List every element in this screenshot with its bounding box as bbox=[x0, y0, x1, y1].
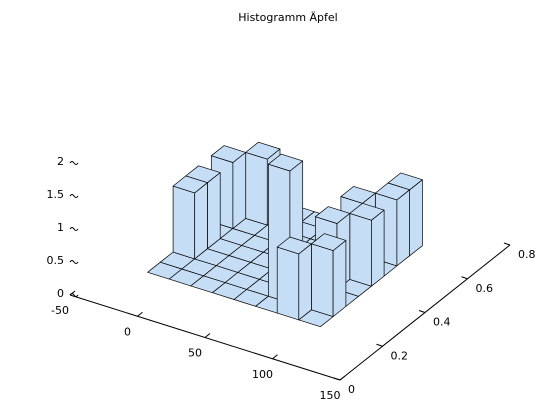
z-tick-label: 1 bbox=[57, 221, 64, 234]
x-tick bbox=[272, 354, 278, 360]
z-tick bbox=[69, 161, 79, 165]
bar-side bbox=[232, 152, 247, 229]
bar-front bbox=[276, 246, 300, 321]
y-tick bbox=[333, 377, 341, 381]
x-tick-label: 0 bbox=[124, 325, 131, 338]
y-tick bbox=[503, 242, 511, 246]
bar-side bbox=[207, 172, 221, 250]
bar-side bbox=[409, 179, 423, 257]
z-tick-label: 0.5 bbox=[47, 254, 65, 267]
x-tick-label: -50 bbox=[51, 304, 69, 317]
y-tick-label: 0 bbox=[348, 383, 355, 396]
bar-top bbox=[340, 186, 376, 204]
y-tick bbox=[418, 310, 426, 313]
bar-side bbox=[194, 182, 208, 260]
z-tick-label: 1.5 bbox=[47, 188, 65, 201]
bar-top bbox=[245, 141, 281, 160]
x-tick-label: 50 bbox=[188, 347, 202, 360]
x-tick bbox=[339, 375, 346, 381]
x-tick bbox=[204, 333, 211, 338]
y-tick-label: 0.4 bbox=[433, 316, 451, 329]
x-tick-label: 100 bbox=[252, 368, 273, 381]
bar-top bbox=[210, 145, 247, 163]
z-tick bbox=[69, 260, 79, 264]
z-tick bbox=[69, 227, 79, 231]
y-tick bbox=[461, 276, 468, 280]
bar-top bbox=[172, 175, 208, 194]
chart-title: Histogramm Äpfel bbox=[238, 11, 337, 24]
z-tick-label: 2 bbox=[57, 155, 64, 168]
bar-top bbox=[311, 233, 347, 251]
bar-top bbox=[349, 202, 385, 221]
bar-side bbox=[371, 209, 385, 287]
z-tick-label: 0 bbox=[57, 287, 64, 300]
bar-side bbox=[332, 240, 347, 317]
y-tick-label: 0.8 bbox=[518, 248, 536, 261]
y-tick bbox=[376, 343, 383, 347]
bar-front bbox=[245, 152, 268, 226]
bar-front bbox=[349, 213, 372, 287]
x-tick bbox=[137, 311, 143, 317]
z-tick bbox=[69, 293, 79, 297]
bar-top bbox=[276, 236, 312, 255]
bar-front bbox=[172, 185, 196, 260]
bar-side bbox=[396, 189, 410, 267]
bar-top bbox=[268, 153, 304, 172]
bar-top bbox=[315, 206, 351, 224]
bar-top bbox=[374, 182, 410, 201]
bar-front bbox=[311, 243, 334, 317]
x-tick-label: 150 bbox=[320, 389, 341, 402]
z-tick bbox=[69, 194, 79, 198]
y-tick-label: 0.6 bbox=[476, 282, 494, 295]
y-tick-label: 0.2 bbox=[391, 349, 409, 362]
bar-side bbox=[298, 243, 312, 321]
